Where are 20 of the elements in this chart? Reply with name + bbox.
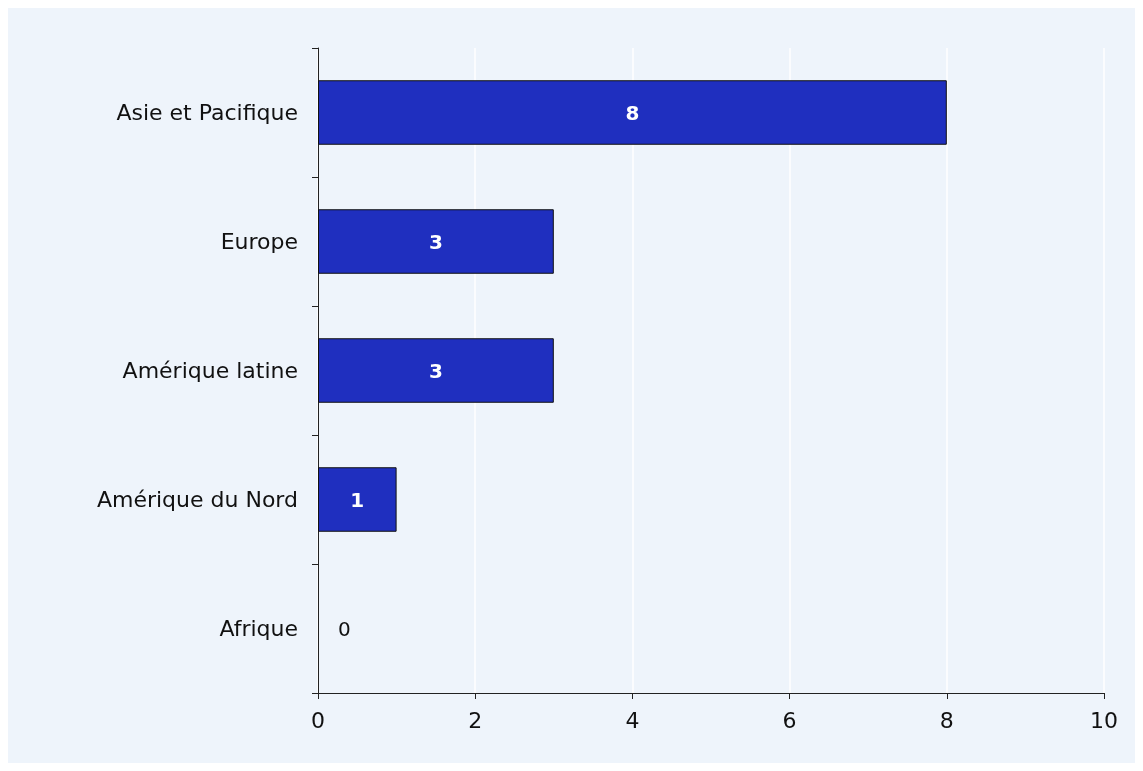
x-tick-label: 8 bbox=[939, 707, 954, 733]
bar bbox=[318, 209, 554, 274]
data-label: 1 bbox=[350, 487, 365, 512]
x-tick-label: 2 bbox=[468, 707, 483, 733]
y-tick-label: Europe bbox=[220, 229, 298, 254]
bar bbox=[318, 80, 947, 145]
data-label: 3 bbox=[428, 229, 443, 254]
y-tick-label: Amérique latine bbox=[122, 358, 298, 383]
data-label: 0 bbox=[338, 616, 351, 641]
x-tick-label: 0 bbox=[311, 707, 325, 733]
data-label: 3 bbox=[428, 358, 443, 383]
bar bbox=[318, 338, 554, 403]
x-tick-label: 4 bbox=[625, 707, 640, 733]
y-tick-label: Amérique du Nord bbox=[96, 487, 298, 512]
y-tick-label: Asie et Pacifique bbox=[116, 100, 298, 125]
data-label: 8 bbox=[625, 100, 640, 125]
y-tick-label: Afrique bbox=[219, 616, 298, 641]
x-tick-label: 10 bbox=[1090, 707, 1118, 733]
x-tick-label: 6 bbox=[782, 707, 797, 733]
bar bbox=[318, 467, 397, 532]
